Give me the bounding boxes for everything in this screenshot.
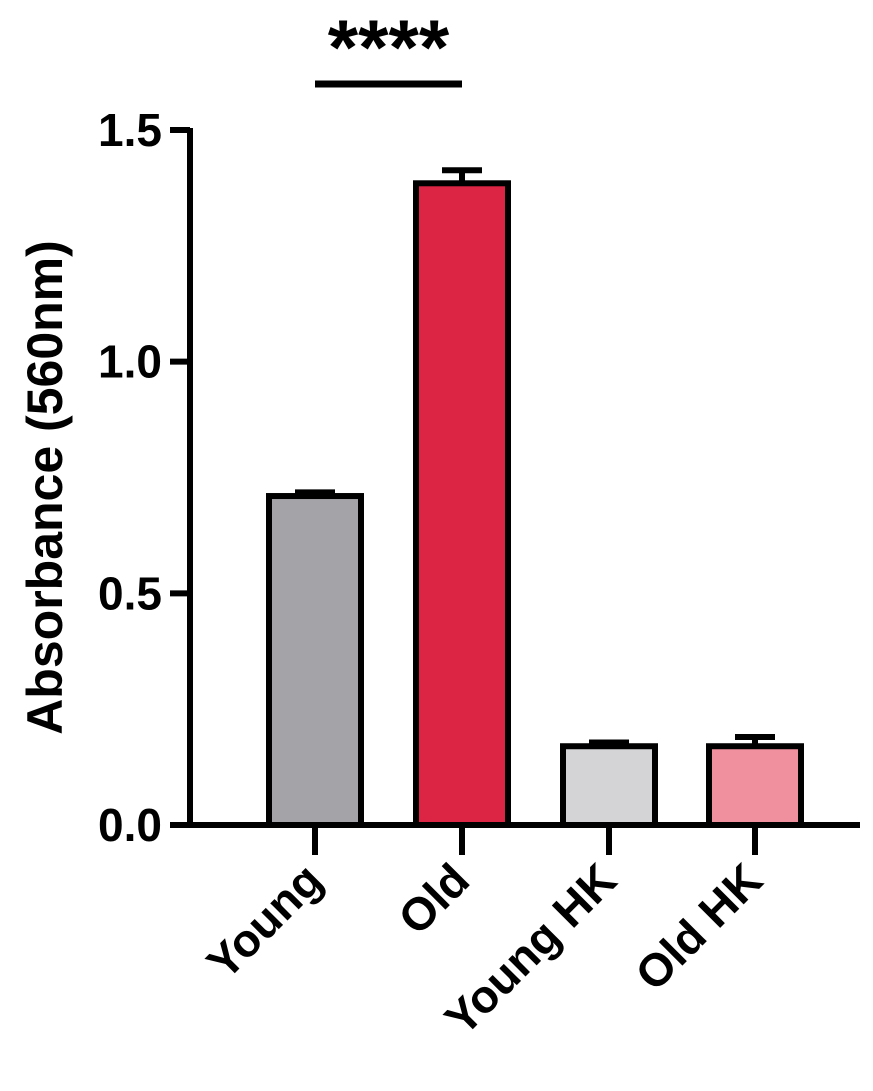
bar-old-hk (706, 743, 804, 829)
y-tick-label: 0.5 (98, 567, 162, 619)
significance-label: **** (328, 3, 450, 91)
y-tick-label: 0.0 (98, 799, 162, 851)
bar-old (413, 180, 511, 829)
y-tick-label: 1.5 (98, 104, 162, 156)
y-axis-label: Absorbance (560nm) (17, 240, 73, 735)
y-tick-label: 1.0 (98, 336, 162, 388)
bar-young-hk (560, 743, 658, 829)
x-tick-label: Old (388, 853, 479, 944)
x-tick-label: Old HK (625, 853, 772, 1000)
x-tick-label: Young (197, 853, 333, 989)
bar-young (266, 493, 364, 828)
